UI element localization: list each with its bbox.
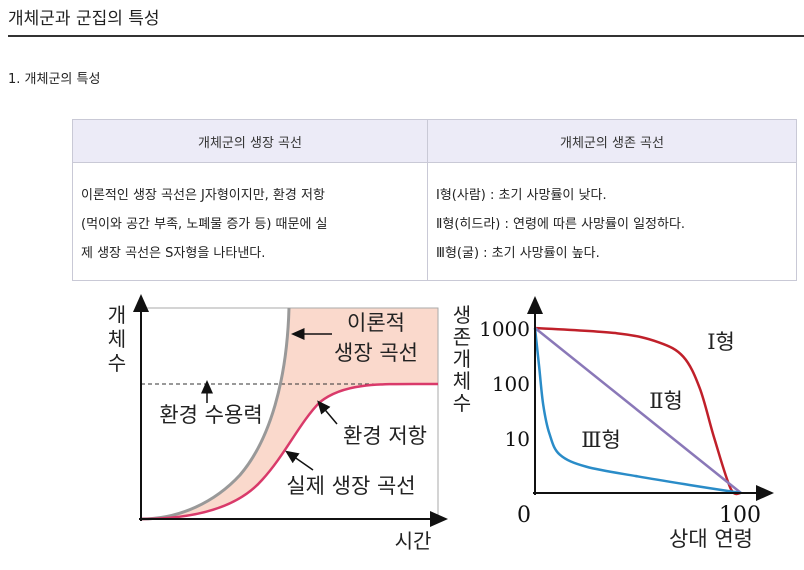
x-tick-100: 100 <box>719 503 761 528</box>
survival-curve-type2 <box>534 327 742 494</box>
actual-pointer <box>285 450 314 471</box>
theoretical-growth-curve <box>140 307 291 521</box>
survival-series-group <box>533 326 742 496</box>
type3-label: Ⅲ형 <box>581 428 621 452</box>
survival-xlabel: 상대 연령 <box>669 527 753 551</box>
y-tick-100: 100 <box>492 372 530 396</box>
y-tick-10: 10 <box>505 427 530 451</box>
actual-label: 실제 생장 곡선 <box>286 474 415 498</box>
growth-xlabel: 시간 <box>395 529 432 553</box>
growth-line: 이론적인 생장 곡선은 J자형이지만, 환경 저항 <box>81 188 325 203</box>
survival-line: Ⅲ형(굴) : 초기 사망률이 높다. <box>436 246 600 261</box>
title-divider <box>8 35 804 37</box>
page-title: 개체군과 군집의 특성 <box>8 9 160 29</box>
survival-y-ticks: 1000 100 10 <box>479 317 530 451</box>
survival-line: Ⅱ형(히드라) : 연령에 따른 사망률이 일정하다. <box>436 217 686 232</box>
y-tick-1000: 1000 <box>479 317 530 341</box>
growth-description: 이론적인 생장 곡선은 J자형이지만, 환경 저항 (먹이와 공간 부족, 노폐… <box>72 162 428 281</box>
survival-description: Ⅰ형(사람) : 초기 사망률이 낮다. Ⅱ형(히드라) : 연령에 따른 사망… <box>427 162 797 281</box>
growth-line: 제 생장 곡선은 S자형을 나타낸다. <box>81 246 266 261</box>
actual-growth-curve <box>140 382 439 521</box>
resistance-pointer <box>317 400 338 425</box>
survival-line: Ⅰ형(사람) : 초기 사망률이 낮다. <box>436 188 607 203</box>
theoretical-label-line1: 이론적 <box>347 311 405 335</box>
growth-line: (먹이와 공간 부족, 노폐물 증가 등) 때문에 실 <box>81 217 328 232</box>
environmental-resistance-area <box>141 308 438 519</box>
resistance-label: 환경 저항 <box>343 424 427 448</box>
header-survival-curve: 개체군의 생존 곡선 <box>427 119 797 163</box>
characteristics-table: 개체군의 생장 곡선 개체군의 생존 곡선 이론적인 생장 곡선은 J자형이지만… <box>72 119 797 281</box>
header-growth-curve: 개체군의 생장 곡선 <box>72 119 428 163</box>
survival-curve-type3 <box>533 327 742 495</box>
type2-label: Ⅱ형 <box>649 389 683 413</box>
capacity-label: 환경 수용력 <box>159 403 262 427</box>
type1-label: Ⅰ형 <box>707 330 735 354</box>
section-heading: 1. 개체군의 특성 <box>8 72 101 87</box>
theoretical-label-line2: 생장 곡선 <box>334 341 418 365</box>
x-tick-0: 0 <box>517 503 531 528</box>
